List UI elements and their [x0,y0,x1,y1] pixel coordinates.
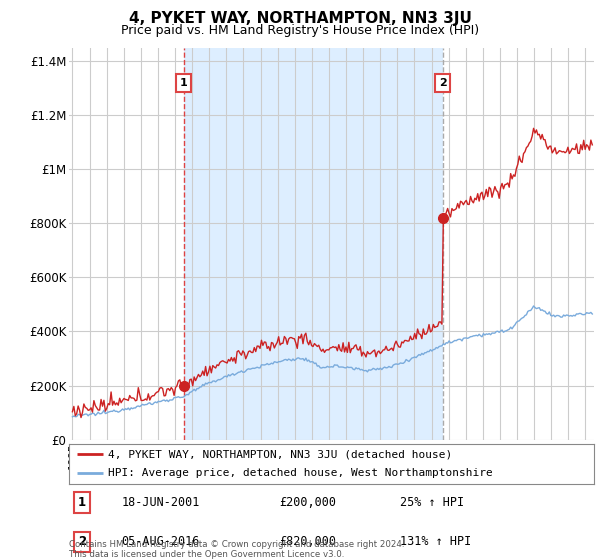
Text: 131% ↑ HPI: 131% ↑ HPI [400,535,471,548]
Text: HPI: Average price, detached house, West Northamptonshire: HPI: Average price, detached house, West… [109,468,493,478]
Text: 4, PYKET WAY, NORTHAMPTON, NN3 3JU: 4, PYKET WAY, NORTHAMPTON, NN3 3JU [128,11,472,26]
Text: £820,000: £820,000 [279,535,336,548]
Text: 2: 2 [439,78,446,88]
Text: 25% ↑ HPI: 25% ↑ HPI [400,496,464,509]
Text: 05-AUG-2016: 05-AUG-2016 [121,535,200,548]
Text: £200,000: £200,000 [279,496,336,509]
Bar [184,48,443,440]
Text: 18-JUN-2001: 18-JUN-2001 [121,496,200,509]
Text: 1: 1 [78,496,86,509]
Text: 1: 1 [180,78,187,88]
Text: Contains HM Land Registry data © Crown copyright and database right 2024.
This d: Contains HM Land Registry data © Crown c… [69,540,404,559]
Text: 4, PYKET WAY, NORTHAMPTON, NN3 3JU (detached house): 4, PYKET WAY, NORTHAMPTON, NN3 3JU (deta… [109,449,452,459]
Text: 2: 2 [78,535,86,548]
Text: Price paid vs. HM Land Registry's House Price Index (HPI): Price paid vs. HM Land Registry's House … [121,24,479,36]
